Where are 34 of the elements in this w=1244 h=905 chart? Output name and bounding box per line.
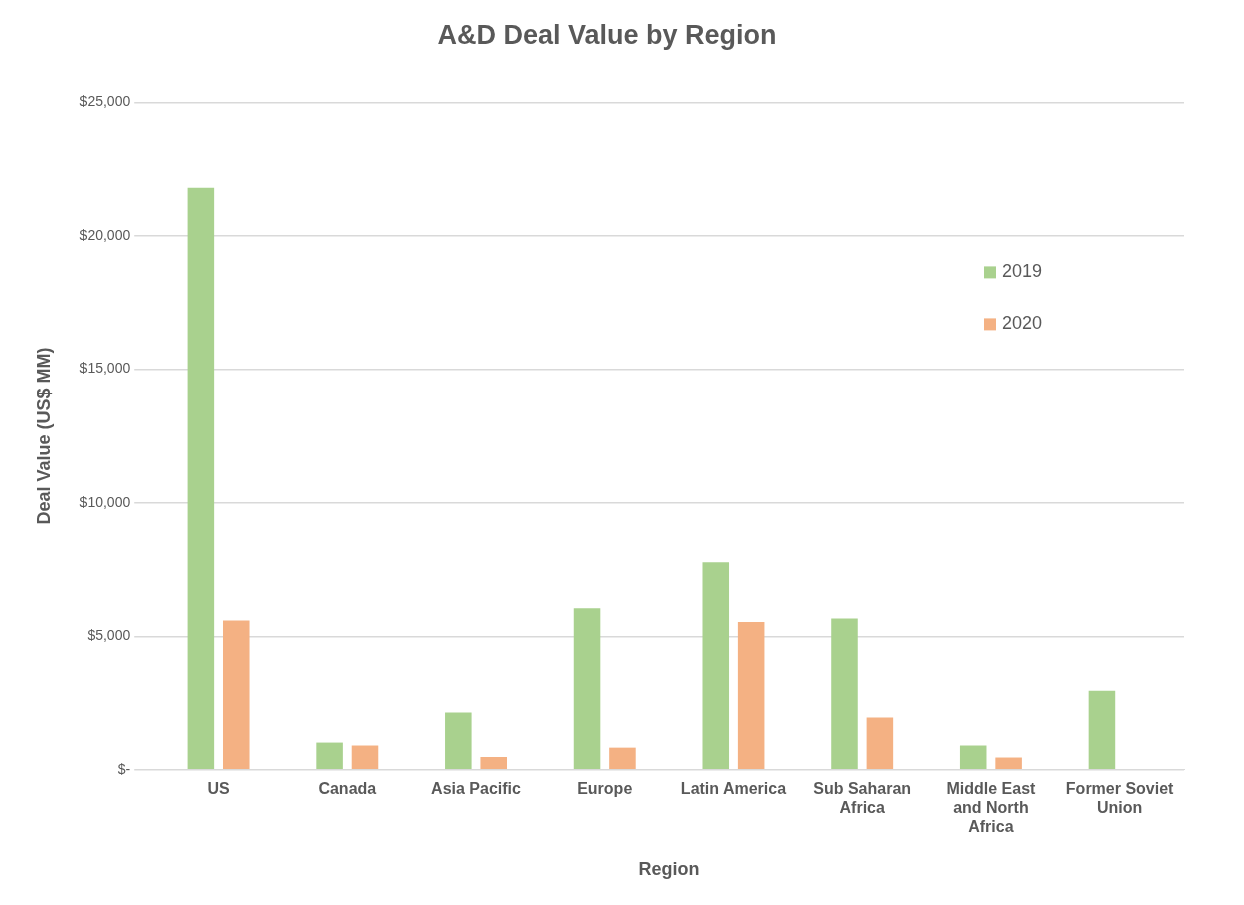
x-axis-title: Region — [638, 859, 700, 880]
y-tick-label: $15,000 — [79, 360, 131, 377]
y-axis-title: Deal Value (US$ MM) — [33, 347, 54, 525]
y-tick-label: $- — [117, 760, 131, 777]
y-tick-label: $20,000 — [79, 226, 131, 243]
bar — [445, 712, 472, 770]
bar — [316, 742, 343, 770]
bar — [222, 620, 250, 770]
bar — [702, 562, 730, 770]
bar — [187, 187, 215, 770]
y-tick-label: $25,000 — [79, 93, 131, 110]
chart-title: A&D Deal Value by Region — [437, 19, 777, 50]
legend-label: 2020 — [1002, 313, 1043, 334]
bar — [480, 756, 507, 770]
x-tick-label: Latin America — [680, 779, 787, 797]
x-tick-label: US — [207, 779, 231, 797]
bar — [609, 747, 636, 770]
x-tick-label: Sub Saharan Africa — [813, 779, 912, 817]
bar — [737, 621, 765, 770]
bar — [866, 717, 894, 770]
y-tick-label: $5,000 — [87, 627, 131, 644]
bar — [959, 745, 987, 770]
x-tick-label: Canada — [318, 779, 377, 797]
bar — [573, 608, 601, 770]
x-tick-label: Former Soviet Union — [1065, 779, 1175, 817]
legend-label: 2019 — [1002, 261, 1043, 282]
bar — [351, 745, 379, 770]
x-tick-label: Asia Pacific — [431, 779, 522, 797]
bar — [995, 757, 1022, 770]
y-tick-label: $10,000 — [79, 493, 131, 510]
x-tick-label: Middle East and North Africa — [946, 779, 1037, 836]
x-tick-label: Europe — [577, 779, 633, 797]
bar — [831, 618, 858, 770]
bar — [1088, 690, 1116, 770]
